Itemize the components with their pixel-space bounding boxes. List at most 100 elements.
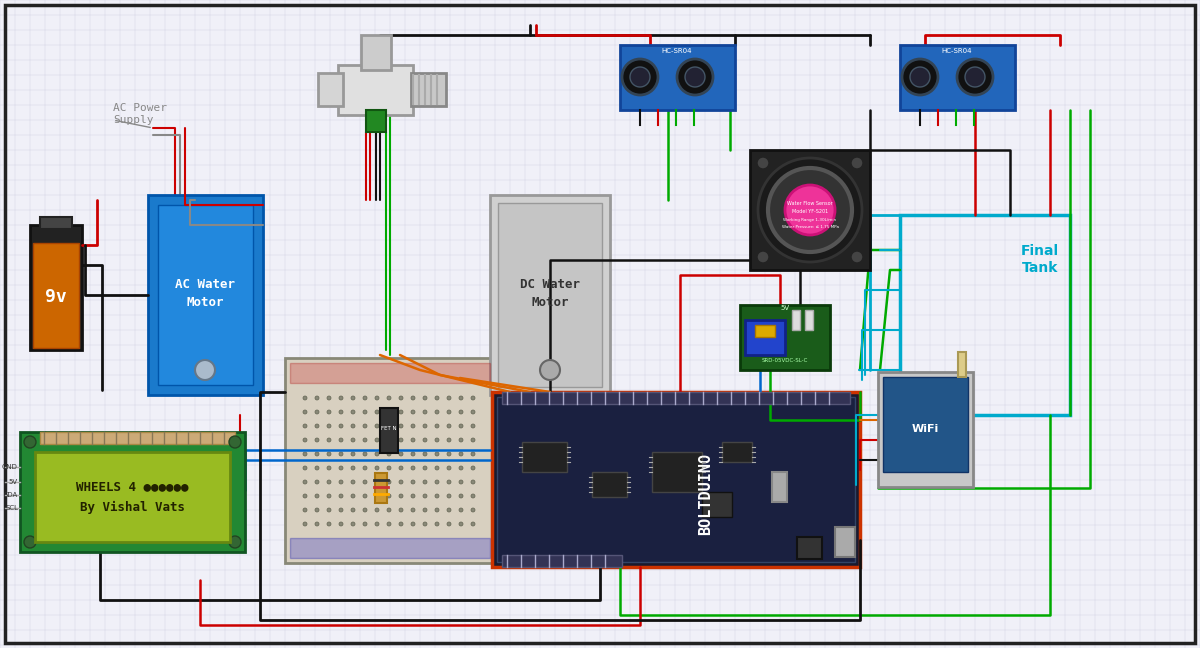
- Circle shape: [302, 522, 307, 526]
- Circle shape: [374, 452, 379, 456]
- Bar: [318, 73, 343, 106]
- Circle shape: [398, 508, 403, 512]
- Circle shape: [470, 480, 475, 484]
- Circle shape: [314, 410, 319, 414]
- Bar: [883, 377, 968, 472]
- Text: Supply: Supply: [113, 115, 154, 125]
- Circle shape: [364, 410, 367, 414]
- Circle shape: [386, 438, 391, 442]
- Circle shape: [326, 452, 331, 456]
- Circle shape: [398, 396, 403, 400]
- Circle shape: [302, 480, 307, 484]
- Circle shape: [229, 536, 241, 548]
- Circle shape: [374, 424, 379, 428]
- Circle shape: [374, 480, 379, 484]
- Circle shape: [326, 466, 331, 470]
- Circle shape: [902, 59, 938, 95]
- Circle shape: [302, 424, 307, 428]
- Bar: [750, 150, 870, 270]
- Circle shape: [24, 436, 36, 448]
- Bar: [492, 392, 860, 567]
- Circle shape: [352, 452, 355, 456]
- Bar: [374, 473, 386, 503]
- Bar: [380, 408, 398, 453]
- Circle shape: [364, 480, 367, 484]
- Circle shape: [677, 59, 713, 95]
- Circle shape: [374, 508, 379, 512]
- Circle shape: [785, 185, 835, 235]
- Circle shape: [470, 508, 475, 512]
- Circle shape: [470, 396, 475, 400]
- Circle shape: [424, 452, 427, 456]
- Circle shape: [424, 508, 427, 512]
- Text: AC Power: AC Power: [113, 103, 167, 113]
- Bar: [900, 215, 1070, 415]
- Circle shape: [386, 424, 391, 428]
- Circle shape: [386, 494, 391, 498]
- Circle shape: [340, 410, 343, 414]
- Bar: [410, 73, 446, 106]
- Circle shape: [424, 424, 427, 428]
- Bar: [366, 110, 386, 132]
- Text: Motor: Motor: [186, 297, 223, 310]
- Circle shape: [352, 410, 355, 414]
- Text: SRD-05VDC-SL-C: SRD-05VDC-SL-C: [762, 358, 808, 363]
- Circle shape: [314, 438, 319, 442]
- Circle shape: [458, 396, 463, 400]
- Circle shape: [410, 508, 415, 512]
- Circle shape: [436, 438, 439, 442]
- Circle shape: [352, 494, 355, 498]
- Circle shape: [410, 424, 415, 428]
- Circle shape: [386, 452, 391, 456]
- Circle shape: [470, 452, 475, 456]
- Circle shape: [302, 494, 307, 498]
- Text: Tank: Tank: [1022, 261, 1058, 275]
- Circle shape: [340, 466, 343, 470]
- Circle shape: [340, 480, 343, 484]
- Text: DC Water: DC Water: [520, 279, 580, 292]
- Circle shape: [470, 494, 475, 498]
- Circle shape: [398, 466, 403, 470]
- Circle shape: [352, 466, 355, 470]
- Circle shape: [436, 466, 439, 470]
- Circle shape: [685, 67, 706, 87]
- Circle shape: [340, 424, 343, 428]
- Circle shape: [364, 452, 367, 456]
- Bar: [286, 358, 496, 563]
- Circle shape: [958, 59, 994, 95]
- Circle shape: [314, 522, 319, 526]
- Circle shape: [340, 396, 343, 400]
- Circle shape: [386, 522, 391, 526]
- Circle shape: [302, 508, 307, 512]
- Circle shape: [424, 522, 427, 526]
- Circle shape: [410, 494, 415, 498]
- Circle shape: [540, 360, 560, 380]
- Circle shape: [424, 494, 427, 498]
- Circle shape: [352, 424, 355, 428]
- Bar: [40, 217, 72, 229]
- Bar: [361, 35, 391, 70]
- Text: By Vishal Vats: By Vishal Vats: [79, 500, 185, 513]
- Text: HC-SR04: HC-SR04: [942, 48, 972, 54]
- Circle shape: [364, 424, 367, 428]
- Circle shape: [194, 360, 215, 380]
- Text: 5V: 5V: [8, 479, 18, 485]
- Circle shape: [410, 480, 415, 484]
- Circle shape: [424, 410, 427, 414]
- Circle shape: [436, 494, 439, 498]
- Text: BOLTDUINO: BOLTDUINO: [698, 453, 714, 535]
- Circle shape: [424, 438, 427, 442]
- Circle shape: [458, 424, 463, 428]
- Circle shape: [398, 452, 403, 456]
- Circle shape: [458, 522, 463, 526]
- Circle shape: [470, 466, 475, 470]
- Circle shape: [410, 438, 415, 442]
- Text: Working Range 1-30L/min: Working Range 1-30L/min: [784, 218, 836, 222]
- Circle shape: [424, 396, 427, 400]
- Circle shape: [352, 438, 355, 442]
- Circle shape: [446, 494, 451, 498]
- Circle shape: [352, 522, 355, 526]
- Circle shape: [458, 466, 463, 470]
- Circle shape: [470, 424, 475, 428]
- Text: 5V: 5V: [780, 305, 790, 311]
